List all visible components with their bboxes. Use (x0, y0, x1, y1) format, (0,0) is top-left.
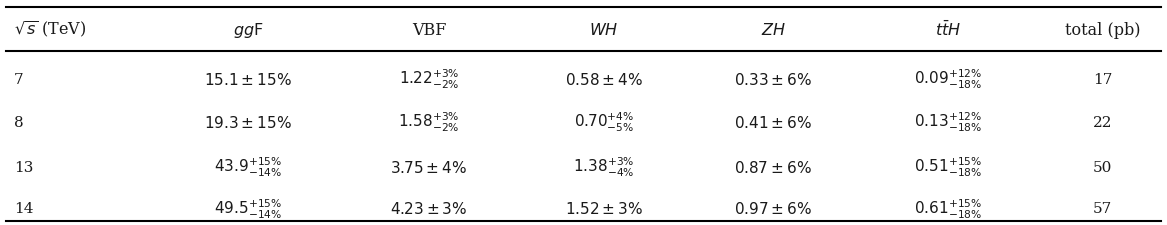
Text: $0.97 \pm 6\%$: $0.97 \pm 6\%$ (734, 201, 812, 217)
Text: $1.52 \pm 3\%$: $1.52 \pm 3\%$ (565, 201, 643, 217)
Text: 14: 14 (14, 202, 34, 216)
Text: VBF: VBF (412, 22, 446, 39)
Text: 57: 57 (1093, 202, 1112, 216)
Text: $43.9^{+15\%}_{-14\%}$: $43.9^{+15\%}_{-14\%}$ (214, 156, 282, 179)
Text: $t\bar{t}H$: $t\bar{t}H$ (935, 21, 962, 40)
Text: $0.09^{+12\%}_{-18\%}$: $0.09^{+12\%}_{-18\%}$ (914, 68, 983, 92)
Text: 13: 13 (14, 161, 34, 175)
Text: $1.38^{+3\%}_{-4\%}$: $1.38^{+3\%}_{-4\%}$ (573, 156, 635, 179)
Text: $1.22^{+3\%}_{-2\%}$: $1.22^{+3\%}_{-2\%}$ (399, 68, 459, 92)
Text: $4.23 \pm 3\%$: $4.23 \pm 3\%$ (390, 201, 468, 217)
Text: $0.70^{+4\%}_{-5\%}$: $0.70^{+4\%}_{-5\%}$ (574, 111, 634, 134)
Text: $WH$: $WH$ (589, 22, 619, 39)
Text: $0.61^{+15\%}_{-18\%}$: $0.61^{+15\%}_{-18\%}$ (914, 198, 983, 221)
Text: $49.5^{+15\%}_{-14\%}$: $49.5^{+15\%}_{-14\%}$ (214, 198, 282, 221)
Text: $0.33 \pm 6\%$: $0.33 \pm 6\%$ (734, 72, 812, 88)
Text: $0.41 \pm 6\%$: $0.41 \pm 6\%$ (734, 115, 812, 131)
Text: total (pb): total (pb) (1065, 22, 1140, 39)
Text: 7: 7 (14, 73, 23, 87)
Text: $0.51^{+15\%}_{-18\%}$: $0.51^{+15\%}_{-18\%}$ (914, 156, 983, 179)
Text: $0.87 \pm 6\%$: $0.87 \pm 6\%$ (734, 160, 812, 176)
Text: $1.58^{+3\%}_{-2\%}$: $1.58^{+3\%}_{-2\%}$ (398, 111, 460, 134)
Text: $0.58 \pm 4\%$: $0.58 \pm 4\%$ (565, 72, 643, 88)
Text: $gg\mathrm{F}$: $gg\mathrm{F}$ (232, 21, 264, 40)
Text: $\sqrt{s}$ (TeV): $\sqrt{s}$ (TeV) (14, 20, 86, 40)
Text: $3.75 \pm 4\%$: $3.75 \pm 4\%$ (391, 160, 467, 176)
Text: 22: 22 (1093, 116, 1112, 130)
Text: 17: 17 (1093, 73, 1112, 87)
Text: $15.1 \pm 15\%$: $15.1 \pm 15\%$ (204, 72, 292, 88)
Text: 50: 50 (1093, 161, 1112, 175)
Text: $0.13^{+12\%}_{-18\%}$: $0.13^{+12\%}_{-18\%}$ (914, 111, 983, 134)
Text: $19.3 \pm 15\%$: $19.3 \pm 15\%$ (204, 115, 292, 131)
Text: 8: 8 (14, 116, 23, 130)
Text: $ZH$: $ZH$ (761, 22, 785, 39)
